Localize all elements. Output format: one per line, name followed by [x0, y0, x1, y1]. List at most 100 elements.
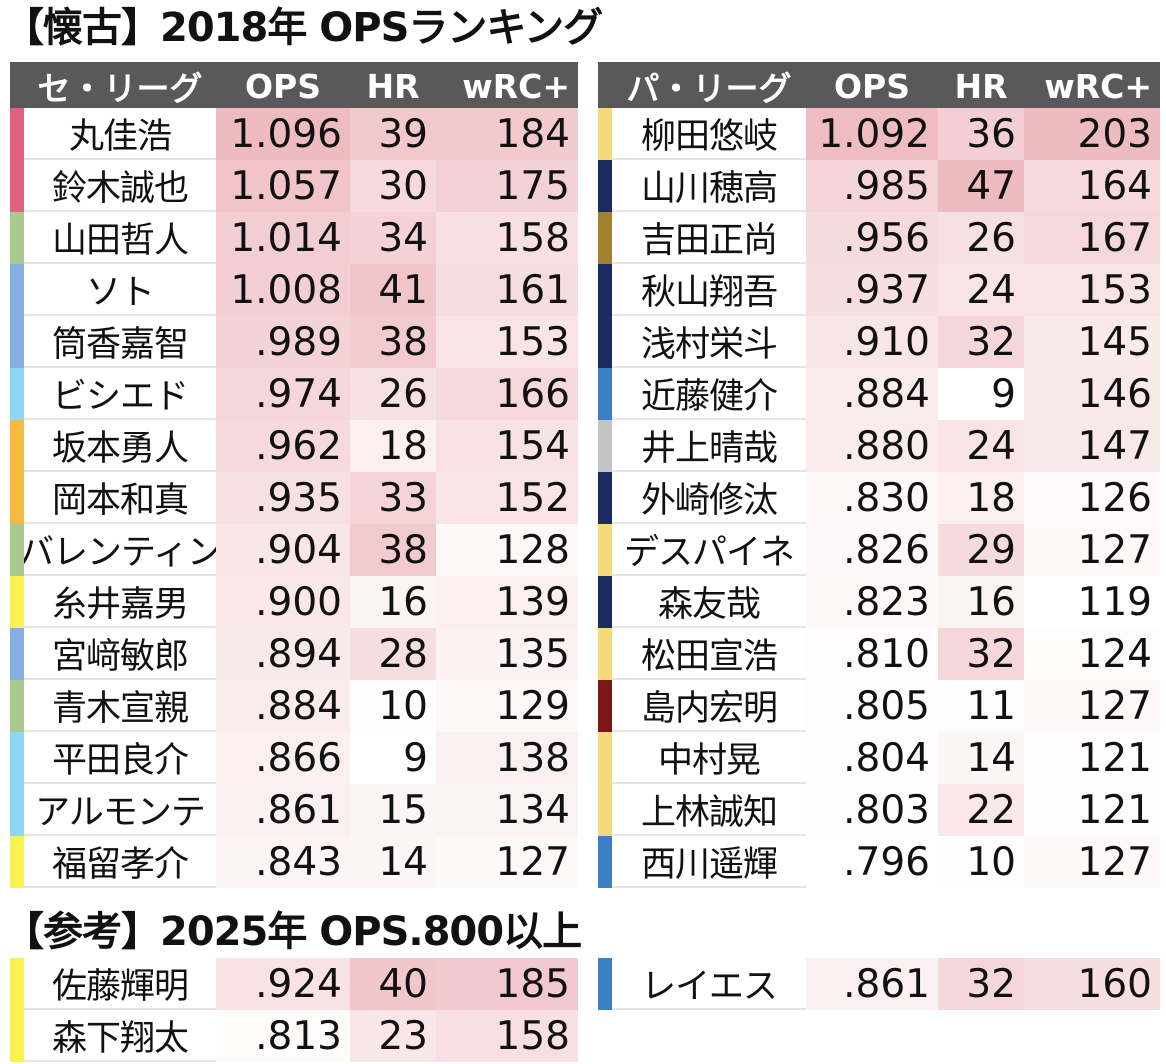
wrc-cell: 153: [1024, 264, 1160, 316]
team-color-strip: [598, 732, 612, 784]
player-row: ソト 1.008 41 161: [10, 264, 578, 316]
hr-cell: 9: [991, 371, 1016, 417]
team-color-strip: [10, 576, 24, 628]
player-name: 山川穂高: [612, 160, 806, 212]
ops-cell: .924: [216, 958, 350, 1010]
wrc-cell: 203: [1024, 108, 1160, 160]
player-row: アルモンテ .861 15 134: [10, 784, 578, 836]
wrc-cell: 147: [1024, 420, 1160, 472]
ops-cell: .796: [843, 839, 930, 885]
team-color-strip: [10, 1010, 24, 1062]
reference-title: 【参考】2025年 OPS.800以上: [4, 909, 582, 955]
player-row: 島内宏明 .805 11 127: [598, 680, 1160, 732]
ops-cell: .804: [843, 735, 930, 781]
player-row: 西川遥輝 .796 10 127: [598, 836, 1160, 888]
header-hr: HR: [366, 66, 420, 106]
ops-cell: .826: [806, 524, 938, 576]
player-row: 浅村栄斗 .910 32 145: [598, 316, 1160, 368]
team-color-strip: [10, 212, 24, 264]
hr-cell: 41: [350, 264, 436, 316]
central-league-table: セ・リーグ OPS HR wRC+ 丸佳浩 1.096 39 184 鈴木誠也 1.057…: [10, 62, 578, 888]
ops-cell: .985: [806, 160, 938, 212]
wrc-cell: 153: [436, 316, 578, 368]
player-name: レイエス: [612, 958, 806, 1010]
wrc-cell: 160: [1024, 958, 1160, 1010]
header-ops: OPS: [244, 66, 321, 106]
player-row: バレンティン .904 38 128: [10, 524, 578, 576]
wrc-cell: 127: [1024, 836, 1160, 888]
ops-cell: .904: [216, 524, 350, 576]
player-name: 福留孝介: [24, 836, 216, 888]
wrc-cell: 127: [1024, 524, 1160, 576]
player-row: 上林誠知 .803 22 121: [598, 784, 1160, 836]
player-row: 山田哲人 1.014 34 158: [10, 212, 578, 264]
ops-cell: .884: [806, 368, 938, 420]
player-name: 鈴木誠也: [24, 160, 216, 212]
player-row: 山川穂高 .985 47 164: [598, 160, 1160, 212]
player-row: 福留孝介 .843 14 127: [10, 836, 578, 888]
hr-cell: 23: [350, 1010, 436, 1062]
wrc-cell: 161: [436, 264, 578, 316]
ops-cell: .910: [806, 316, 938, 368]
hr-cell: 11: [938, 680, 1024, 732]
wrc-cell: 158: [436, 1010, 578, 1062]
player-row: 鈴木誠也 1.057 30 175: [10, 160, 578, 212]
hr-cell: 34: [350, 212, 436, 264]
ops-cell: .823: [806, 576, 938, 628]
ops-cell: .880: [806, 420, 938, 472]
ops-cell: .803: [843, 787, 930, 833]
ops-cell: .937: [806, 264, 938, 316]
team-color-strip: [598, 264, 612, 316]
wrc-cell: 135: [436, 628, 578, 680]
player-row: レイエス .861 32 160: [598, 958, 1160, 1010]
player-name: 坂本勇人: [24, 420, 216, 472]
hr-cell: 38: [350, 316, 436, 368]
team-color-strip: [598, 524, 612, 576]
team-color-strip: [598, 958, 612, 1010]
ops-cell: .813: [216, 1010, 350, 1062]
player-row: 佐藤輝明 .924 40 185: [10, 958, 578, 1010]
hr-cell: 10: [966, 839, 1016, 885]
wrc-cell: 185: [436, 958, 578, 1010]
player-name: 森下翔太: [24, 1010, 216, 1062]
ops-cell: .866: [216, 732, 350, 784]
team-color-strip: [598, 472, 612, 524]
team-color-strip: [598, 108, 612, 160]
player-row: デスパイネ .826 29 127: [598, 524, 1160, 576]
player-row: 岡本和真 .935 33 152: [10, 472, 578, 524]
player-row: 坂本勇人 .962 18 154: [10, 420, 578, 472]
team-color-strip: [10, 368, 24, 420]
player-row: 松田宣浩 .810 32 124: [598, 628, 1160, 680]
player-name: バレンティン: [24, 524, 216, 576]
wrc-cell: 128: [436, 524, 578, 576]
wrc-cell: 124: [1024, 628, 1160, 680]
hr-cell: 14: [938, 732, 1024, 784]
player-name: 柳田悠岐: [612, 108, 806, 160]
ops-cell: .830: [806, 472, 938, 524]
ops-cell: .884: [216, 680, 350, 732]
team-color-strip: [598, 316, 612, 368]
wrc-cell: 119: [1077, 579, 1152, 625]
team-color-strip: [10, 784, 24, 836]
hr-cell: 26: [938, 212, 1024, 264]
hr-cell: 47: [938, 160, 1024, 212]
team-color-strip: [598, 576, 612, 628]
wrc-cell: 166: [436, 368, 578, 420]
ops-cell: .935: [216, 472, 350, 524]
player-name: ビシエド: [24, 368, 216, 420]
team-color-strip: [598, 836, 612, 888]
ops-cell: .989: [216, 316, 350, 368]
player-name: 浅村栄斗: [612, 316, 806, 368]
player-name: 平田良介: [24, 732, 216, 784]
player-row: 近藤健介 .884 9 146: [598, 368, 1160, 420]
ops-cell: 1.057: [216, 160, 350, 212]
reference-pacific-table: レイエス .861 32 160: [598, 958, 1160, 1010]
player-name: デスパイネ: [612, 524, 806, 576]
team-color-strip: [10, 836, 24, 888]
header-wrc: wRC+: [462, 66, 570, 106]
hr-cell: 9: [403, 735, 428, 781]
ops-cell: .962: [216, 420, 350, 472]
team-color-strip: [10, 958, 24, 1010]
player-name: 松田宣浩: [612, 628, 806, 680]
team-color-strip: [10, 628, 24, 680]
